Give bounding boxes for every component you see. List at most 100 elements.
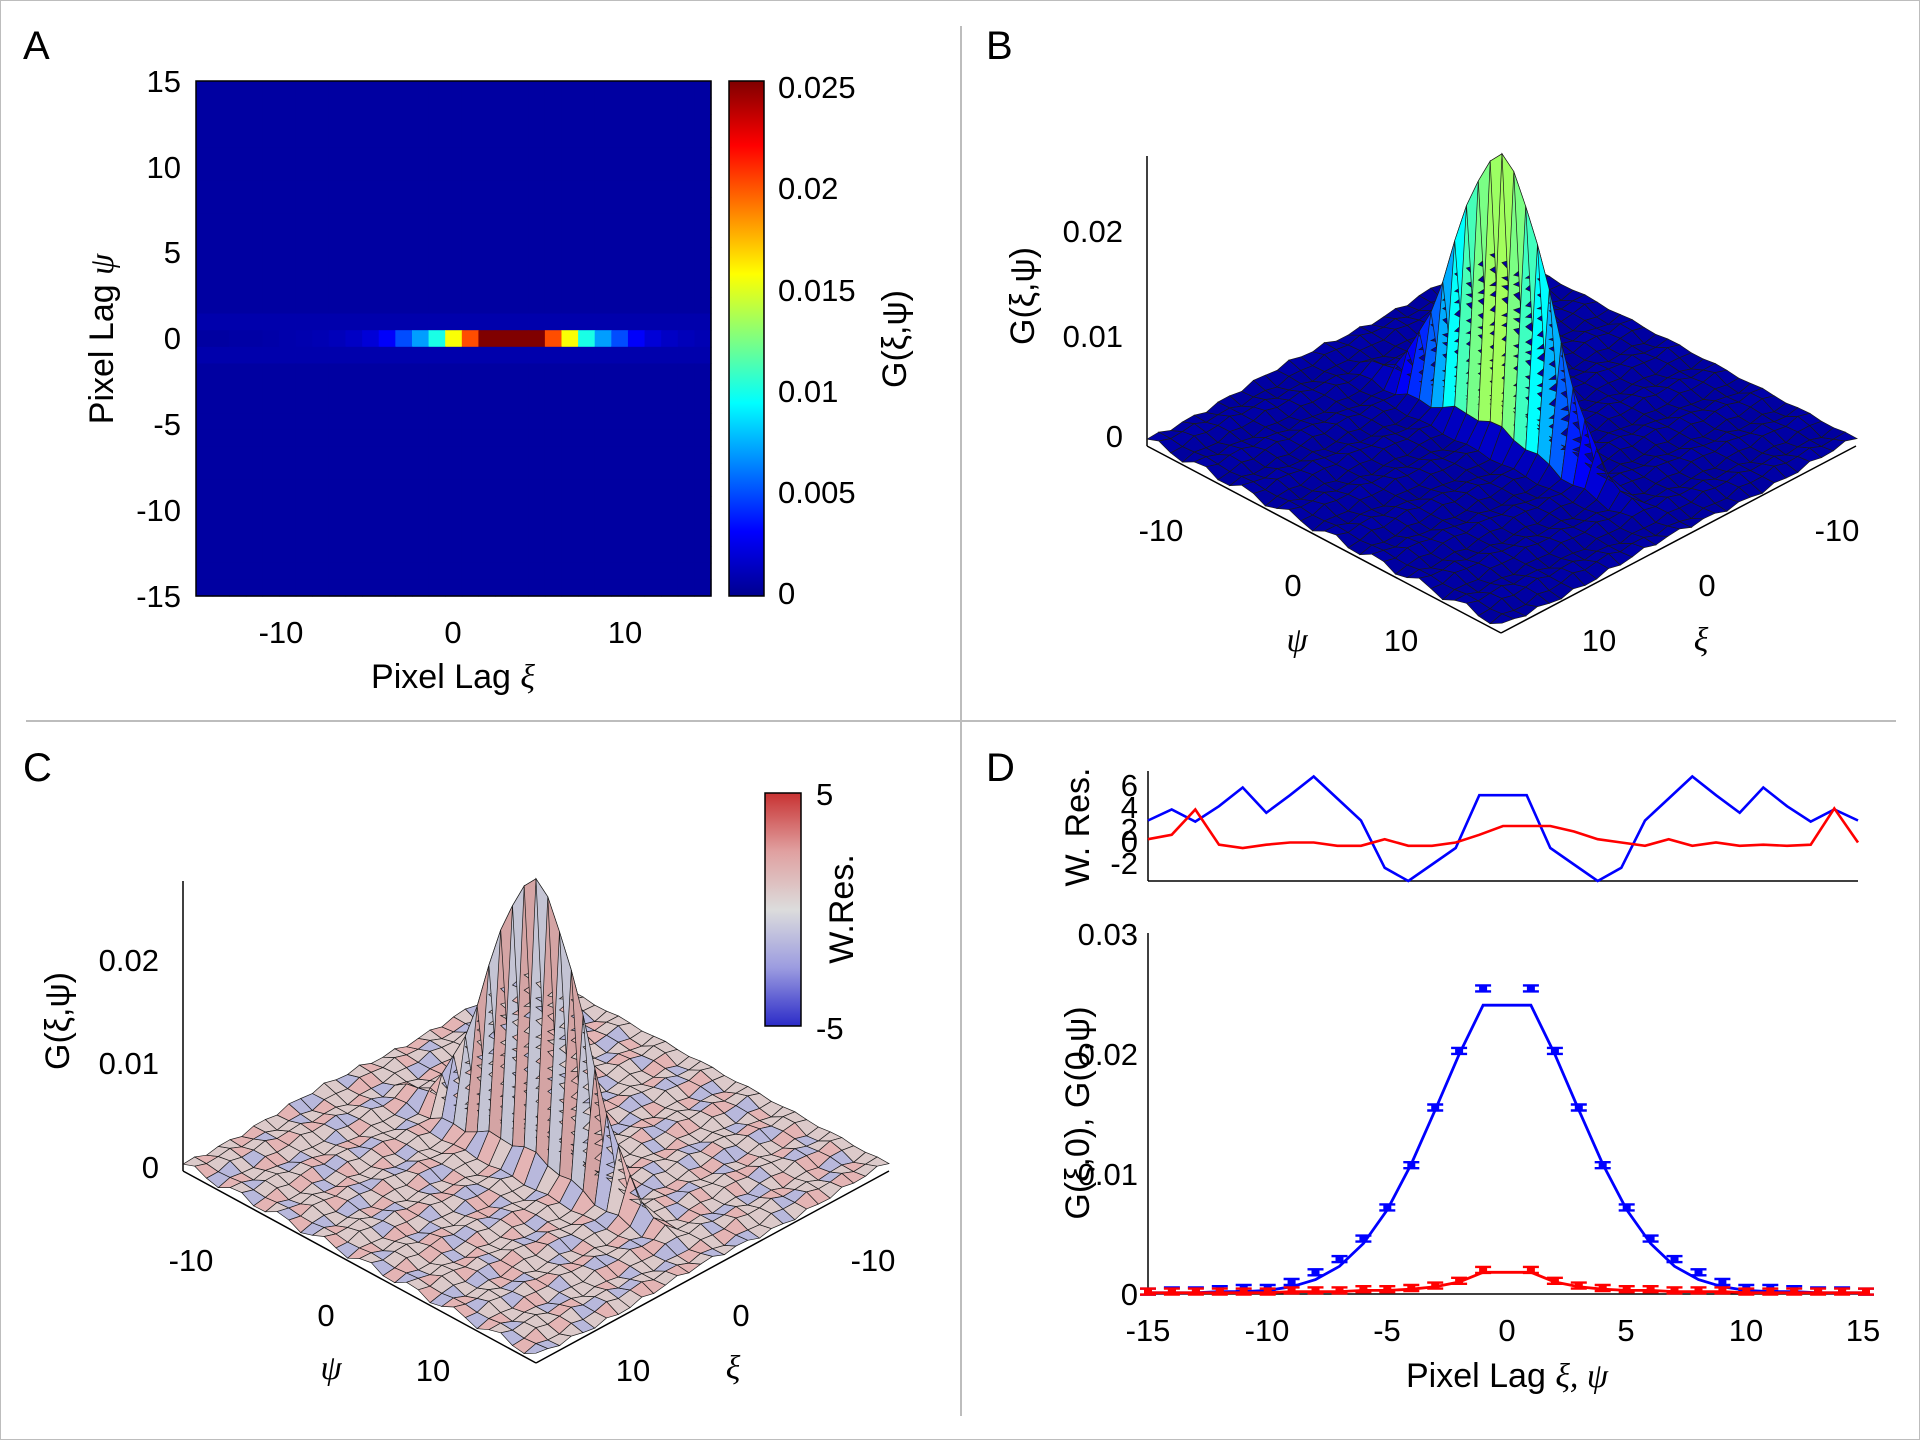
heatmap-cell: [445, 479, 463, 497]
heatmap-cell: [196, 396, 214, 414]
heatmap-cell: [279, 380, 297, 398]
heatmap-cell: [445, 546, 463, 564]
panel-label-a: A: [23, 24, 50, 68]
heatmap-cell: [279, 496, 297, 514]
heatmap-cell: [644, 363, 662, 381]
heatmap-cell: [428, 114, 446, 132]
heatmap-cell: [594, 147, 612, 165]
heatmap-cell: [461, 114, 480, 132]
heatmap-cell: [511, 296, 529, 315]
heatmap-cell: [395, 330, 413, 348]
heatmap-cell: [445, 396, 463, 414]
heatmap-cell: [196, 230, 214, 248]
data-point: [1670, 1256, 1679, 1263]
panel-d: 6 4 2 0 -2 W. Res. 0.03 0.02 0.01 0 -15 …: [1059, 767, 1880, 1395]
heatmap-cell: [245, 114, 264, 132]
heatmap-cell: [495, 296, 513, 315]
heatmap-cell: [295, 512, 313, 531]
heatmap-cell: [561, 147, 579, 165]
heatmap-cell: [594, 512, 612, 531]
heatmap-cell: [544, 114, 563, 132]
heatmap-cell: [362, 446, 380, 464]
heatmap-cell: [196, 380, 214, 398]
heatmap-cell: [395, 346, 413, 365]
heatmap-cell: [694, 280, 712, 298]
heatmap-cell: [345, 346, 363, 365]
heatmap-cell: [395, 512, 413, 531]
heatmap-cell: [644, 213, 662, 232]
y-tick-label: 6: [1121, 768, 1138, 803]
heatmap-cell: [544, 479, 563, 497]
heatmap-cell: [544, 363, 563, 381]
psi-tick-label: -10: [169, 1243, 214, 1278]
heatmap-cell: [445, 330, 463, 348]
heatmap-cell: [196, 463, 214, 481]
heatmap-cell: [611, 380, 629, 398]
heatmap-cell: [594, 280, 612, 298]
heatmap-cell: [229, 296, 247, 315]
heatmap-cell: [677, 413, 695, 431]
heatmap-cell: [528, 164, 546, 182]
heatmap-cell: [245, 81, 264, 99]
heatmap-cell: [295, 280, 313, 298]
z-tick-label: 0: [142, 1150, 159, 1185]
heatmap-cell: [461, 429, 480, 448]
heatmap-cell: [262, 546, 280, 564]
heatmap-cell: [544, 97, 563, 115]
heatmap-cell: [378, 230, 396, 248]
heatmap-cell: [528, 197, 546, 215]
heatmap-cell: [627, 230, 646, 248]
heatmap-cell: [594, 81, 612, 99]
heatmap-cell: [245, 164, 264, 182]
heatmap-cell: [279, 114, 297, 132]
heatmap-cell: [345, 579, 363, 597]
heatmap-cell: [229, 81, 247, 99]
heatmap-cell: [495, 380, 513, 398]
heatmap-cell: [312, 579, 330, 597]
heatmap-cell: [279, 313, 297, 331]
heatmap-cell: [295, 363, 313, 381]
heatmap-cell: [461, 164, 480, 182]
data-point: [1455, 1047, 1464, 1054]
data-point: [1718, 1279, 1727, 1285]
heatmap-cell: [345, 396, 363, 414]
heatmap-cell: [245, 247, 264, 265]
heatmap-cell: [594, 97, 612, 115]
colorbar-tick-label: 5: [816, 777, 833, 812]
heatmap-cell: [229, 247, 247, 265]
heatmap-cell: [694, 81, 712, 99]
heatmap-cell: [428, 546, 446, 564]
heatmap-cell: [262, 130, 280, 149]
heatmap-cell: [245, 296, 264, 315]
heatmap-cell: [279, 197, 297, 215]
heatmap-cell: [644, 197, 662, 215]
heatmap-cell: [544, 130, 563, 149]
panel-d-y-ticks: 0.03 0.02 0.01 0: [1078, 917, 1138, 1312]
heatmap-cell: [362, 330, 380, 348]
heatmap-cell: [661, 363, 679, 381]
heatmap-cell: [561, 396, 579, 414]
heatmap-cell: [611, 213, 629, 232]
heatmap-cell: [578, 429, 596, 448]
heatmap-cell: [445, 579, 463, 597]
heatmap-cell: [445, 529, 463, 547]
heatmap-cell: [445, 363, 463, 381]
heatmap-cell: [627, 496, 646, 514]
heatmap-cell: [627, 313, 646, 331]
heatmap-cell: [611, 130, 629, 149]
heatmap-cell: [611, 296, 629, 315]
heatmap-cell: [362, 579, 380, 597]
heatmap-cell: [245, 313, 264, 331]
heatmap-cell: [229, 512, 247, 531]
heatmap-cell: [627, 164, 646, 182]
heatmap-cell: [279, 413, 297, 431]
heatmap-cell: [677, 479, 695, 497]
heatmap-cell: [544, 197, 563, 215]
heatmap-cell: [229, 130, 247, 149]
heatmap-cell: [345, 363, 363, 381]
heatmap-cell: [229, 579, 247, 597]
heatmap-cell: [395, 579, 413, 597]
heatmap-cell: [627, 446, 646, 464]
heatmap-cell: [428, 479, 446, 497]
